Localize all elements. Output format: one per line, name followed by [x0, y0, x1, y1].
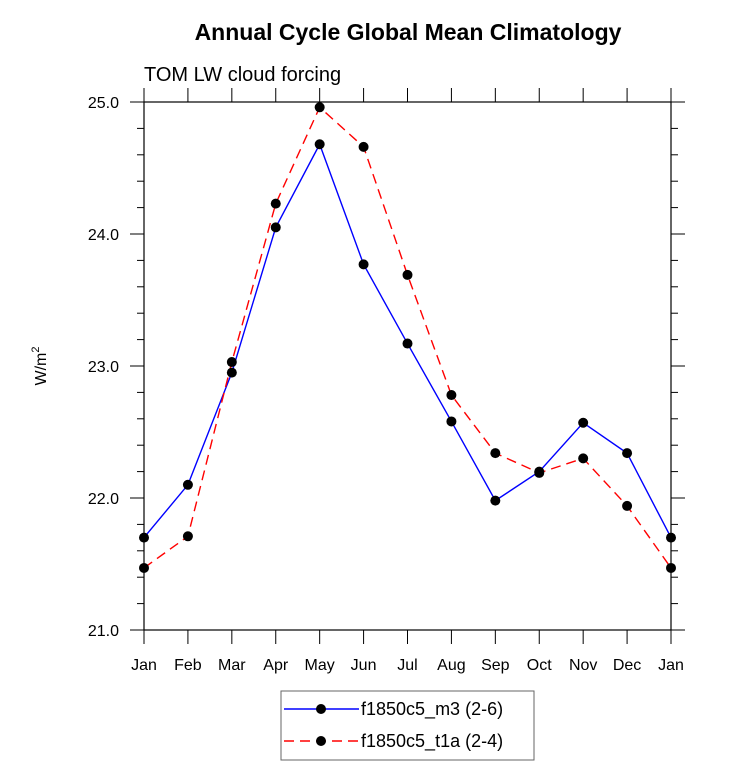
data-point-series-1	[446, 416, 457, 427]
svg-text:W/m2: W/m2	[30, 347, 50, 386]
data-point-series-2	[446, 390, 457, 401]
x-tick-label: Jul	[397, 657, 417, 674]
data-point-series-1	[182, 479, 193, 490]
y-tick-label: 23.0	[88, 359, 119, 376]
chart-subtitle: TOM LW cloud forcing	[144, 64, 341, 86]
data-point-series-2	[358, 141, 369, 152]
x-tick-label: Aug	[437, 657, 465, 674]
x-tick-label: Jun	[351, 657, 377, 674]
plot-frame	[143, 101, 672, 631]
data-point-series-2	[534, 467, 545, 478]
data-point-series-2	[182, 531, 193, 542]
series-group	[139, 102, 676, 573]
data-point-series-1	[578, 417, 589, 428]
y-tick-label: 22.0	[88, 491, 119, 508]
data-point-series-2	[578, 453, 589, 464]
y-tick-label: 25.0	[88, 95, 119, 112]
data-point-series-1	[314, 139, 325, 150]
data-point-series-2	[314, 102, 325, 113]
legend-label-1: f1850c5_m3 (2-6)	[361, 699, 503, 720]
data-point-series-1	[226, 367, 237, 378]
data-point-series-2	[226, 357, 237, 368]
legend-box	[280, 690, 535, 761]
data-point-series-1	[622, 448, 633, 459]
x-tick-label: Apr	[263, 657, 289, 674]
legend-marker-1	[316, 704, 326, 714]
x-tick-label: Jan	[131, 657, 157, 674]
x-tick-label: Sep	[481, 657, 510, 674]
data-point-series-1	[402, 338, 413, 349]
axis-ticks	[130, 88, 685, 644]
data-point-series-2	[490, 448, 501, 459]
data-point-series-1	[358, 259, 369, 270]
data-point-series-2	[402, 269, 413, 280]
series-line-2	[143, 106, 672, 569]
x-tick-label: Jan	[658, 657, 684, 674]
legend-marker-2	[316, 736, 326, 746]
y-axis-label: W/m2	[30, 347, 50, 386]
y-axis-label-superscript: 2	[30, 347, 42, 353]
y-tick-label: 24.0	[88, 227, 119, 244]
x-tick-label: Dec	[613, 657, 641, 674]
legend-label-2: f1850c5_t1a (2-4)	[361, 731, 503, 752]
x-tick-label: Mar	[218, 657, 246, 674]
data-point-series-2	[270, 198, 281, 209]
data-point-series-1	[270, 222, 281, 233]
data-point-series-1	[490, 495, 501, 506]
chart-title: Annual Cycle Global Mean Climatology	[195, 19, 622, 45]
data-point-series-2	[622, 500, 633, 511]
y-tick-label: 21.0	[88, 623, 119, 640]
x-tick-label: May	[305, 657, 335, 674]
y-axis-label-text: W/m	[33, 353, 50, 386]
x-tick-label: Nov	[569, 657, 597, 674]
x-tick-label: Oct	[527, 657, 552, 674]
legend: f1850c5_m3 (2-6) f1850c5_t1a (2-4)	[280, 690, 535, 761]
x-tick-label: Feb	[174, 657, 202, 674]
tick-labels: Jan Feb Mar Apr May Jun Jul Aug Sep Oct Nov Dec Jan 2…	[88, 95, 684, 674]
